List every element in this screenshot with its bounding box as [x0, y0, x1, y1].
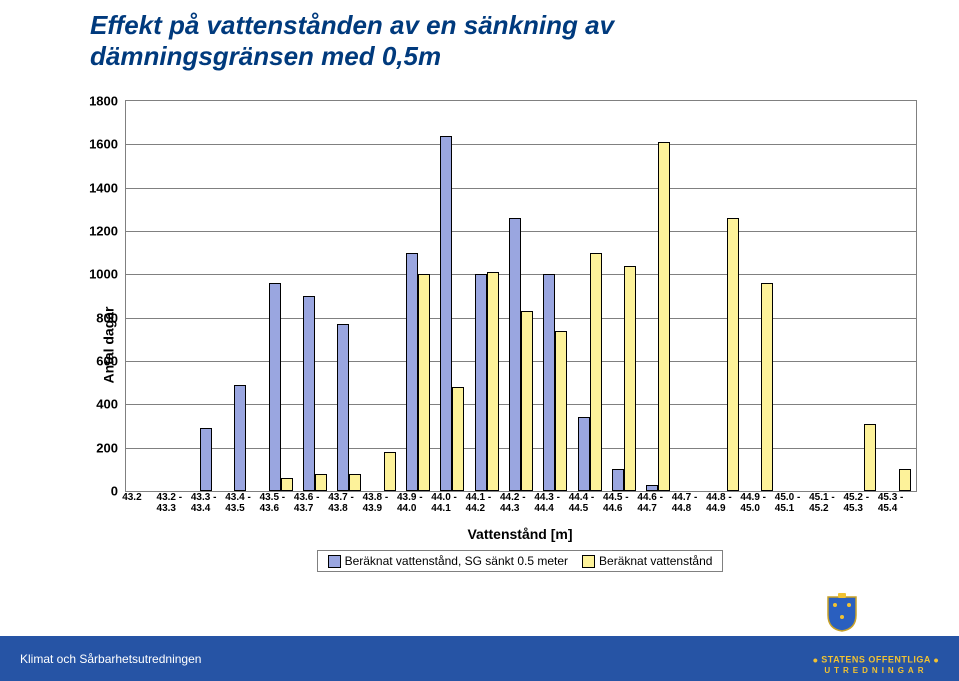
x-axis-label: Vattenstånd [m]: [125, 526, 915, 542]
y-tick-label: 800: [96, 310, 126, 325]
legend-box: Beräknat vattenstånd, SG sänkt 0.5 meter…: [317, 550, 724, 572]
legend-label-1: Beräknat vattenstånd, SG sänkt 0.5 meter: [345, 554, 568, 568]
y-tick-label: 1000: [89, 267, 126, 282]
legend-swatch-1: [328, 555, 341, 568]
bar: [864, 424, 876, 491]
bar: [200, 428, 212, 491]
title-line-1: Effekt på vattenstånden av en sänkning a…: [90, 10, 614, 40]
y-tick-label: 200: [96, 440, 126, 455]
legend-item-1: Beräknat vattenstånd, SG sänkt 0.5 meter: [328, 554, 568, 568]
gridline: [126, 188, 916, 189]
page-title: Effekt på vattenstånden av en sänkning a…: [90, 10, 614, 72]
bar: [761, 283, 773, 491]
crest-icon: [825, 593, 859, 633]
bar: [406, 253, 418, 491]
footer: Klimat och Sårbarhetsutredningen • STATE…: [0, 636, 959, 681]
bar: [612, 469, 624, 491]
bar: [658, 142, 670, 491]
plot-area: 020040060080010001200140016001800: [125, 100, 917, 492]
sou-top: STATENS OFFENTLIGA: [821, 654, 930, 664]
bar: [543, 274, 555, 491]
bar: [899, 469, 911, 491]
footer-text: Klimat och Sårbarhetsutredningen: [20, 652, 201, 666]
bar: [418, 274, 430, 491]
gridline: [126, 144, 916, 145]
bar: [452, 387, 464, 491]
bar: [303, 296, 315, 491]
x-tick-label: 45.3 -45.4: [878, 492, 918, 514]
legend-item-2: Beräknat vattenstånd: [582, 554, 712, 568]
sou-bottom: UTREDNINGAR: [813, 667, 939, 675]
legend-swatch-2: [582, 555, 595, 568]
bar: [646, 485, 658, 492]
bar: [281, 478, 293, 491]
y-tick-label: 1200: [89, 224, 126, 239]
chart: Antal dagar 0200400600800100012001400160…: [60, 100, 920, 590]
y-tick-label: 1600: [89, 137, 126, 152]
bar: [269, 283, 281, 491]
bar: [487, 272, 499, 491]
gridline: [126, 231, 916, 232]
sou-logo: • STATENS OFFENTLIGA • UTREDNINGAR: [813, 653, 939, 675]
bar: [590, 253, 602, 491]
bar: [521, 311, 533, 491]
bar: [509, 218, 521, 491]
bar: [440, 136, 452, 491]
bar: [727, 218, 739, 491]
bar: [337, 324, 349, 491]
bar: [384, 452, 396, 491]
bar: [475, 274, 487, 491]
gridline: [126, 274, 916, 275]
bar: [234, 385, 246, 491]
y-tick-label: 1400: [89, 180, 126, 195]
title-line-2: dämningsgränsen med 0,5m: [90, 41, 441, 71]
bar: [349, 474, 361, 491]
y-tick-label: 600: [96, 354, 126, 369]
bar: [315, 474, 327, 491]
y-tick-label: 1800: [89, 94, 126, 109]
legend: Beräknat vattenstånd, SG sänkt 0.5 meter…: [125, 550, 915, 572]
bar: [624, 266, 636, 491]
legend-label-2: Beräknat vattenstånd: [599, 554, 712, 568]
bar: [578, 417, 590, 491]
y-tick-label: 400: [96, 397, 126, 412]
bar: [555, 331, 567, 491]
